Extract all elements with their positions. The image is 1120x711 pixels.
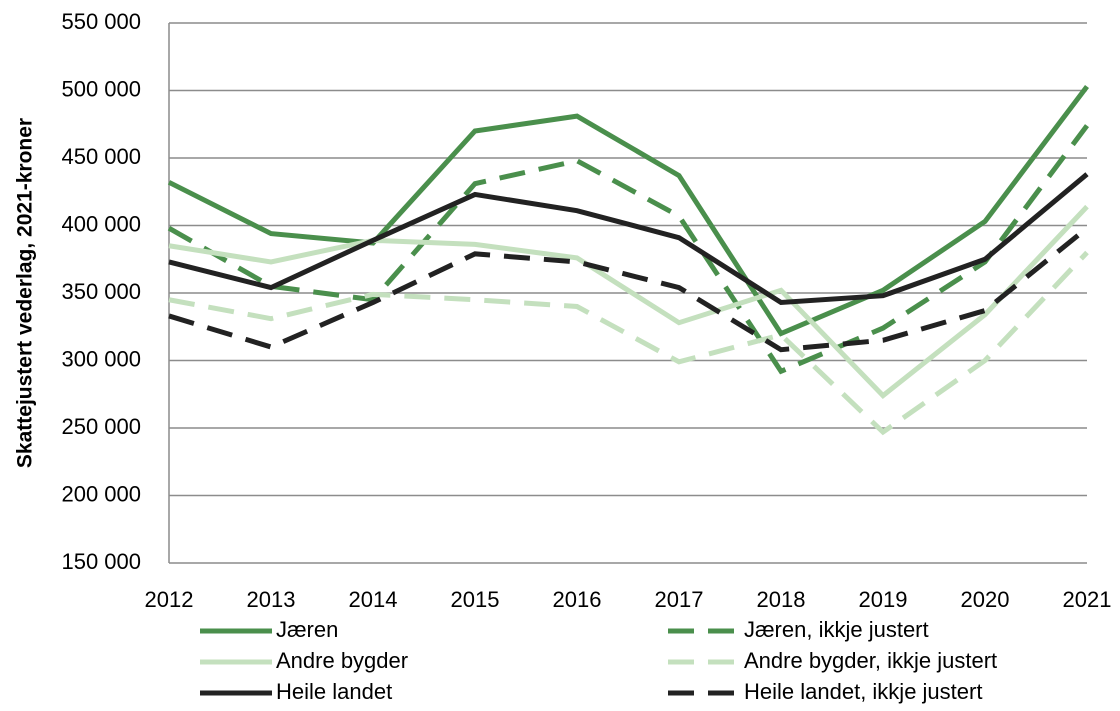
series-line [167, 84, 1089, 337]
legend-label: Heile landet [276, 679, 392, 704]
y-tick-label: 350 000 [61, 279, 141, 304]
x-tick-label: 2020 [961, 587, 1010, 612]
y-tick-label: 250 000 [61, 414, 141, 439]
legend-label: Heile landet, ikkje justert [744, 679, 982, 704]
y-tick-label: 150 000 [61, 549, 141, 574]
x-tick-label: 2018 [757, 587, 806, 612]
series-line [168, 172, 1089, 305]
y-tick-label: 200 000 [61, 481, 141, 506]
series-line [167, 124, 1090, 375]
series-line [168, 226, 1089, 353]
y-axis-label: Skattejustert vederlag, 2021-kroner [14, 118, 37, 468]
y-tick-label: 500 000 [61, 76, 141, 101]
x-tick-label: 2012 [145, 587, 194, 612]
y-tick-label: 550 000 [61, 9, 141, 34]
series-line [168, 204, 1089, 399]
y-tick-label: 400 000 [61, 211, 141, 236]
legend-label: Jæren [276, 617, 338, 642]
x-tick-label: 2017 [655, 587, 704, 612]
x-tick-label: 2013 [247, 587, 296, 612]
x-tick-label: 2015 [451, 587, 500, 612]
x-tick-label: 2014 [349, 587, 398, 612]
y-tick-label: 300 000 [61, 346, 141, 371]
x-tick-label: 2021 [1063, 587, 1112, 612]
legend-label: Andre bygder [276, 648, 408, 673]
x-tick-label: 2016 [553, 587, 602, 612]
legend-label: Jæren, ikkje justert [744, 617, 929, 642]
legend-label: Andre bygder, ikkje justert [744, 648, 997, 673]
x-tick-label: 2019 [859, 587, 908, 612]
y-tick-label: 450 000 [61, 144, 141, 169]
